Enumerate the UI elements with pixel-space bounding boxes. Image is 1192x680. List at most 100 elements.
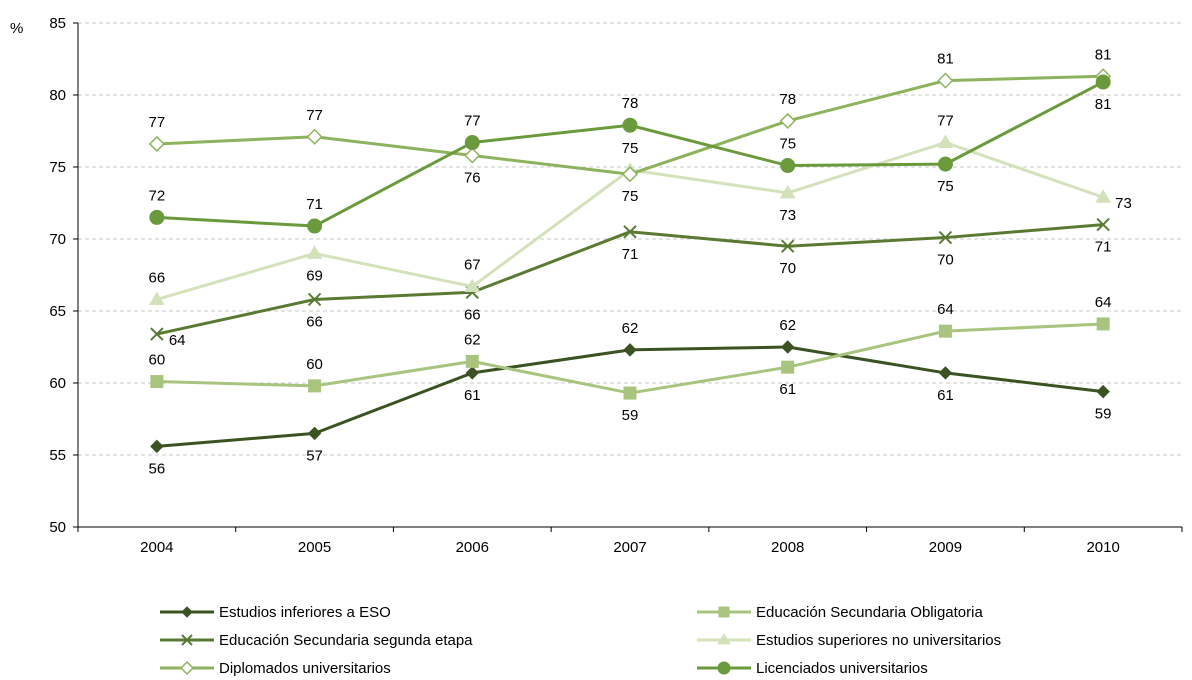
data-point — [150, 439, 164, 454]
data-point — [938, 230, 953, 245]
legend-marker — [717, 661, 731, 675]
data-label: 60 — [149, 352, 166, 369]
data-label: 71 — [622, 246, 639, 263]
data-point — [1096, 384, 1110, 399]
legend-item: Educación Secundaria segunda etapa — [160, 632, 473, 649]
legend-item: Educación Secundaria Obligatoria — [697, 604, 983, 621]
data-point — [1095, 189, 1112, 203]
data-point — [1096, 317, 1110, 331]
data-label: 73 — [1115, 195, 1132, 212]
data-point — [307, 426, 322, 441]
data-point — [464, 135, 480, 151]
legend-item: Diplomados universitarios — [160, 660, 391, 677]
data-point — [464, 147, 481, 164]
legend-marker — [717, 633, 731, 645]
data-point — [937, 134, 954, 149]
data-label: 61 — [937, 387, 954, 404]
legend-label: Educación Secundaria segunda etapa — [219, 632, 473, 649]
y-tick-label: 50 — [49, 519, 66, 536]
data-label: 59 — [1095, 406, 1112, 423]
data-point — [937, 72, 954, 89]
series-line — [156, 223, 1104, 336]
data-label: 56 — [149, 460, 166, 477]
y-tick-label: 60 — [49, 375, 66, 392]
data-labels: 56 57 61 62 62 61 59 60 60 62 59 61 64 64 64 66 66 71 70 70… — [149, 46, 1132, 477]
x-tick-label: 2004 — [140, 539, 173, 556]
data-label: 62 — [779, 317, 796, 334]
data-point — [623, 225, 637, 239]
legend-marker — [718, 606, 730, 618]
data-label: 66 — [149, 269, 166, 286]
legend-label: Estudios inferiores a ESO — [219, 604, 391, 621]
data-label: 69 — [306, 267, 323, 284]
data-point — [779, 112, 796, 129]
data-label: 59 — [622, 407, 639, 424]
data-label: 81 — [1095, 46, 1112, 63]
series-4 — [148, 68, 1112, 183]
series-0 — [150, 340, 1110, 454]
data-label: 67 — [464, 257, 481, 274]
data-point — [938, 366, 953, 380]
data-point — [779, 184, 796, 199]
data-point — [937, 156, 953, 172]
data-label: 73 — [779, 207, 796, 224]
data-point — [148, 135, 165, 153]
data-label: 62 — [622, 320, 639, 337]
x-tick-label: 2008 — [771, 539, 804, 556]
y-axis-ticks: 50 55 60 65 70 75 80 85 — [49, 15, 78, 536]
data-point — [781, 340, 795, 354]
data-point — [781, 239, 795, 253]
data-point — [307, 218, 323, 234]
x-tick-label: 2009 — [929, 539, 962, 556]
data-label: 81 — [1095, 96, 1112, 113]
data-point — [623, 386, 637, 400]
series-5 — [149, 74, 1111, 234]
data-point — [306, 128, 323, 145]
data-point — [464, 278, 481, 293]
data-point — [621, 166, 639, 183]
data-label: 71 — [306, 196, 323, 213]
series-1 — [150, 317, 1110, 400]
data-label: 62 — [464, 331, 481, 348]
data-point — [1096, 217, 1110, 232]
data-label: 64 — [169, 332, 186, 349]
y-tick-label: 85 — [49, 15, 66, 32]
data-label: 78 — [622, 95, 639, 112]
legend-marker — [181, 606, 193, 618]
data-label: 75 — [937, 178, 954, 195]
data-point — [938, 324, 952, 338]
series-2 — [150, 217, 1110, 341]
x-tick-label: 2006 — [456, 539, 489, 556]
data-label: 57 — [306, 447, 323, 464]
legend-marker — [181, 634, 193, 646]
data-point — [1095, 74, 1111, 90]
data-label: 78 — [779, 91, 796, 108]
data-point — [306, 245, 323, 259]
data-label: 77 — [464, 113, 481, 130]
data-label: 70 — [937, 252, 954, 269]
data-label: 70 — [779, 260, 796, 277]
x-tick-label: 2005 — [298, 539, 331, 556]
data-label: 64 — [1095, 294, 1112, 311]
data-label: 64 — [937, 301, 954, 318]
legend-item: Estudios superiores no universitarios — [697, 632, 1001, 649]
axes — [77, 23, 1182, 528]
data-point — [149, 209, 165, 225]
data-point — [465, 366, 479, 380]
y-tick-label: 70 — [49, 231, 66, 248]
data-label: 66 — [306, 313, 323, 330]
data-label: 71 — [1095, 239, 1112, 256]
legend-item: Estudios inferiores a ESO — [160, 604, 391, 621]
y-tick-label: 55 — [49, 447, 66, 464]
data-label: 77 — [149, 114, 166, 131]
data-point — [781, 360, 795, 374]
data-label: 66 — [464, 306, 481, 323]
data-label: 75 — [622, 140, 639, 157]
legend-label: Diplomados universitarios — [219, 660, 391, 677]
x-axis-ticks: 2004 2005 2006 2007 2008 2009 2010 — [77, 527, 1183, 556]
data-point — [622, 117, 638, 133]
data-point — [307, 292, 322, 307]
data-label: 76 — [464, 169, 481, 186]
data-point — [150, 327, 164, 341]
